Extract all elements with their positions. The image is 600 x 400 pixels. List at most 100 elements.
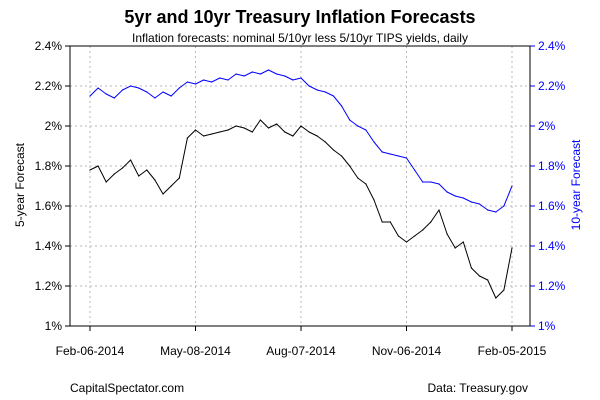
y-tick-label-right: 1.4% xyxy=(538,239,566,253)
data-point-10-year xyxy=(470,201,472,203)
data-point-10-year xyxy=(89,95,91,97)
data-point-10-year xyxy=(454,195,456,197)
data-point-10-year xyxy=(211,81,213,83)
data-point-5-year xyxy=(495,297,497,299)
data-point-5-year xyxy=(97,165,99,167)
data-point-10-year xyxy=(414,169,416,171)
data-point-10-year xyxy=(276,73,278,75)
data-point-5-year xyxy=(454,247,456,249)
data-point-10-year xyxy=(308,85,310,87)
x-tick-label: Nov-06-2014 xyxy=(372,344,442,358)
data-point-5-year xyxy=(487,279,489,281)
footer-source-site: CapitalSpectator.com xyxy=(70,381,184,395)
data-point-5-year xyxy=(146,169,148,171)
data-point-10-year xyxy=(170,95,172,97)
y-tick-label-right: 1.2% xyxy=(538,279,566,293)
y-tick-label-right: 2.2% xyxy=(538,79,566,93)
y-tick-label-left: 1% xyxy=(45,319,63,333)
data-point-10-year xyxy=(146,91,148,93)
data-point-5-year xyxy=(194,129,197,131)
data-point-10-year xyxy=(389,153,391,155)
y-tick-label-left: 2.2% xyxy=(35,79,63,93)
data-point-5-year xyxy=(235,125,237,127)
data-point-5-year xyxy=(243,127,245,129)
data-point-5-year xyxy=(170,185,172,187)
data-point-5-year xyxy=(138,175,140,177)
y-axis-left-label: 5-year Forecast xyxy=(13,142,27,227)
y-tick-label-left: 2% xyxy=(45,119,63,133)
data-point-5-year xyxy=(211,133,213,135)
data-point-5-year xyxy=(308,131,310,133)
y-tick-label-left: 2.4% xyxy=(35,39,63,53)
data-point-10-year xyxy=(381,151,383,153)
y-tick-label-left: 1.4% xyxy=(35,239,63,253)
y-tick-label-right: 2.4% xyxy=(538,39,566,53)
data-point-5-year xyxy=(332,149,335,151)
data-point-5-year xyxy=(430,221,432,223)
data-point-10-year xyxy=(487,209,489,211)
data-point-10-year xyxy=(405,157,408,159)
data-point-10-year xyxy=(178,87,180,89)
data-point-10-year xyxy=(422,181,424,183)
data-point-10-year xyxy=(316,89,318,91)
data-point-5-year xyxy=(503,289,505,291)
data-point-10-year xyxy=(154,97,156,99)
data-point-5-year xyxy=(414,235,416,237)
data-point-10-year xyxy=(357,125,359,127)
data-point-5-year xyxy=(121,167,124,169)
data-point-5-year xyxy=(113,173,115,175)
footer-data-credit: Data: Treasury.gov xyxy=(428,381,529,395)
data-point-5-year xyxy=(324,141,326,143)
data-point-10-year xyxy=(162,91,164,93)
data-point-10-year xyxy=(227,79,229,81)
data-point-10-year xyxy=(121,89,124,91)
data-point-10-year xyxy=(219,77,221,79)
data-point-5-year xyxy=(203,135,205,137)
data-point-5-year xyxy=(349,165,351,167)
y-tick-label-right: 1.8% xyxy=(538,159,566,173)
data-point-10-year xyxy=(138,87,140,89)
chart-subtitle: Inflation forecasts: nominal 5/10yr less… xyxy=(132,31,468,45)
data-point-10-year xyxy=(97,87,99,89)
y-tick-label-left: 1.6% xyxy=(35,199,63,213)
data-point-5-year xyxy=(462,241,464,243)
data-point-5-year xyxy=(316,135,318,137)
axis-ticks: 1% 1% 1.2% 1.2% 1.4% 1.4% 1.6% 1.6% 1.8% 1.8% 2% 2%… xyxy=(35,39,566,358)
data-point-5-year xyxy=(251,131,253,133)
y-tick-label-right: 2% xyxy=(538,119,556,133)
y-tick-label-left: 1.2% xyxy=(35,279,63,293)
grid-lines xyxy=(70,46,530,326)
data-point-5-year xyxy=(422,229,424,231)
data-point-5-year xyxy=(389,221,391,223)
data-point-5-year xyxy=(511,247,513,249)
y-tick-label-right: 1.6% xyxy=(538,199,566,213)
data-point-10-year xyxy=(332,95,335,97)
data-point-5-year xyxy=(397,235,399,237)
data-point-5-year xyxy=(267,127,270,129)
data-point-5-year xyxy=(227,129,229,131)
data-point-10-year xyxy=(324,91,326,93)
data-point-10-year xyxy=(462,197,464,199)
data-point-5-year xyxy=(300,125,302,127)
data-point-5-year xyxy=(259,119,261,121)
plot-frame xyxy=(69,45,531,327)
data-point-5-year xyxy=(130,159,132,161)
data-point-10-year xyxy=(511,185,513,187)
data-point-5-year xyxy=(381,221,383,223)
y-tick-label-right: 1% xyxy=(538,319,556,333)
data-point-10-year xyxy=(105,93,107,95)
data-point-5-year xyxy=(162,193,164,195)
data-point-10-year xyxy=(300,77,302,79)
data-point-5-year xyxy=(438,209,440,211)
data-point-10-year xyxy=(446,191,448,193)
data-point-5-year xyxy=(341,155,343,157)
data-point-5-year xyxy=(89,169,91,171)
y-tick-label-left: 1.8% xyxy=(35,159,63,173)
data-point-10-year xyxy=(186,81,188,83)
data-point-5-year xyxy=(405,241,408,243)
data-point-10-year xyxy=(365,129,367,131)
data-point-10-year xyxy=(284,75,286,77)
data-point-5-year xyxy=(219,131,221,133)
x-tick-label: May-08-2014 xyxy=(160,344,231,358)
